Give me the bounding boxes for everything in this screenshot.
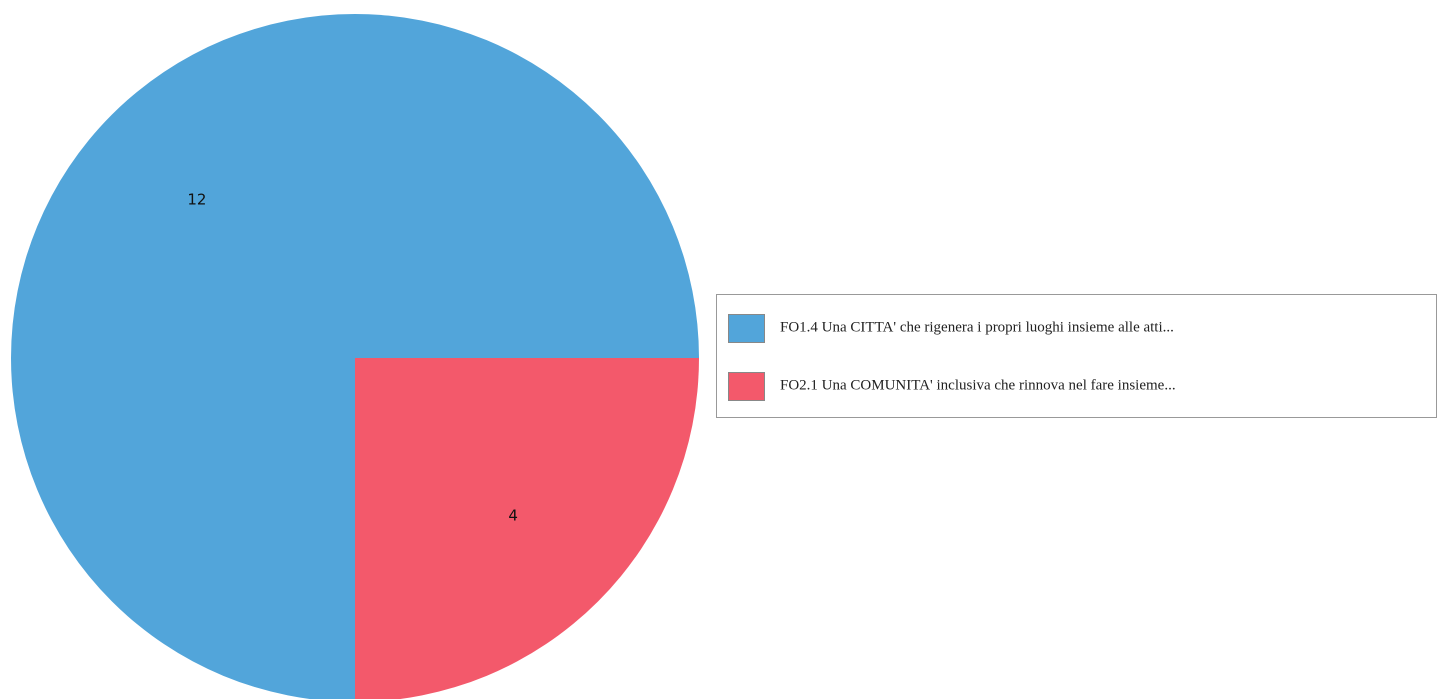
pie-slice bbox=[11, 14, 699, 699]
legend-box bbox=[716, 294, 1437, 418]
legend-label: FO2.1 Una COMUNITA' inclusiva che rinnov… bbox=[780, 377, 1176, 393]
pie-slice bbox=[355, 358, 699, 699]
slice-label: 4 bbox=[508, 507, 518, 525]
legend-label: FO1.4 Una CITTA' che rigenera i propri l… bbox=[780, 319, 1174, 335]
slice-label: 12 bbox=[187, 190, 206, 208]
legend-swatch bbox=[728, 372, 765, 401]
legend-swatch bbox=[728, 314, 765, 343]
